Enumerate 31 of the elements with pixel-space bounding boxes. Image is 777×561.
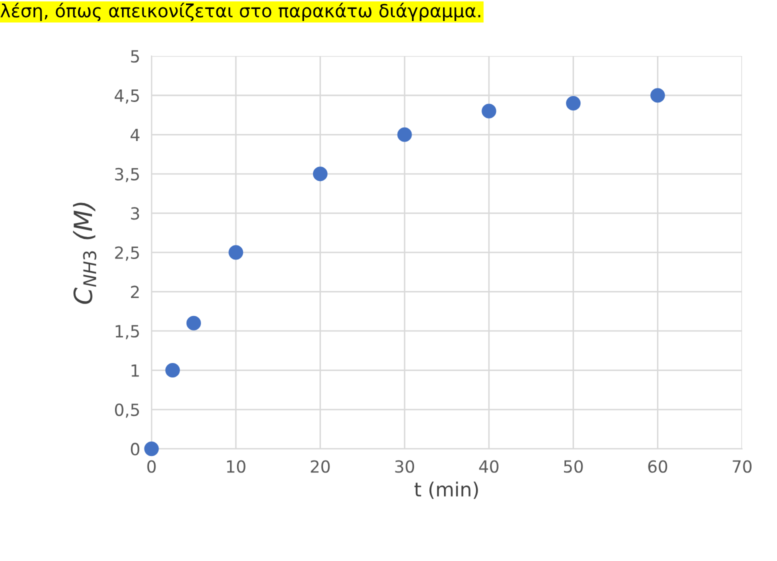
x-tick-label: 60 bbox=[648, 460, 668, 473]
y-tick-label: 2 bbox=[131, 286, 139, 298]
y-tick-label: 3 bbox=[131, 207, 140, 220]
text: λέση, όπως απεικονίζεται στο παρακάτω διάγραμμα. bbox=[0, 2, 480, 22]
point bbox=[312, 166, 328, 182]
x-axis-title: t (min) bbox=[414, 482, 478, 499]
point bbox=[650, 88, 665, 103]
y-tick-label: 1 bbox=[132, 364, 139, 377]
x-tick-label: 40 bbox=[479, 460, 498, 473]
x-tick-label: 10 bbox=[227, 460, 246, 473]
point bbox=[566, 96, 581, 111]
y-tick-label: 0 bbox=[130, 442, 140, 456]
point bbox=[397, 127, 412, 142]
y-tick-label: 3,5 bbox=[115, 168, 139, 182]
y-tick-label: 2,5 bbox=[115, 246, 139, 261]
x-tick-label: 20 bbox=[310, 460, 330, 473]
y-tick-label: 5 bbox=[131, 50, 139, 63]
point bbox=[228, 245, 244, 260]
point bbox=[482, 104, 496, 118]
x-tick-label: 70 bbox=[732, 460, 752, 473]
point bbox=[165, 362, 180, 378]
y-tick-label: 4,5 bbox=[114, 90, 139, 104]
x-tick-label: 0 bbox=[147, 460, 156, 473]
y-tick-label: 0,5 bbox=[115, 403, 139, 418]
x-tick-label: 30 bbox=[395, 460, 414, 473]
point bbox=[144, 442, 159, 456]
point bbox=[186, 316, 201, 330]
y-tick-label: 4 bbox=[130, 128, 140, 141]
y-tick-label: 1,5 bbox=[116, 325, 139, 340]
y-axis-title: C$_{NH3}$ (M) bbox=[73, 202, 96, 304]
x-tick-label: 50 bbox=[564, 460, 583, 473]
